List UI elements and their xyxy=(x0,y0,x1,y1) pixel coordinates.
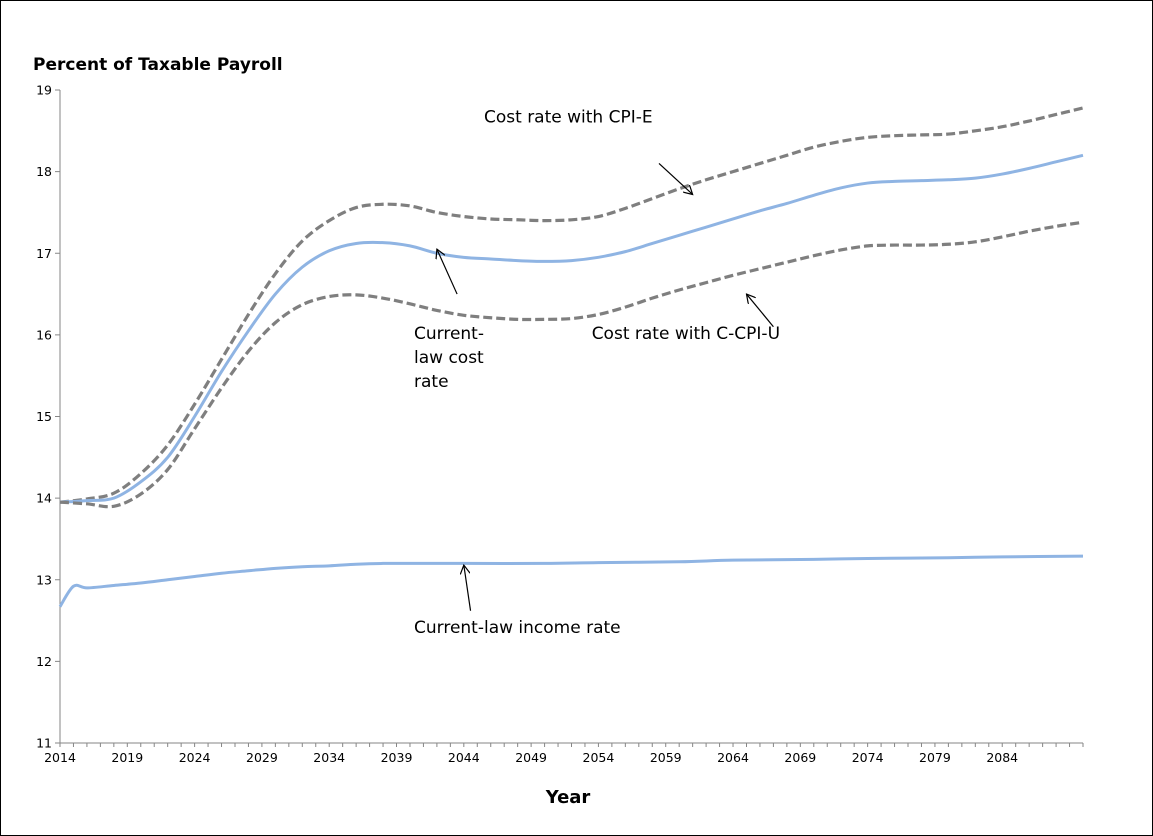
x-tick-label: 2039 xyxy=(381,750,413,765)
x-tick-label: 2049 xyxy=(515,750,547,765)
series-line-cost-rate-with-cpi-e xyxy=(59,106,1084,504)
series-line-current-law-cost-rate xyxy=(59,153,1084,504)
y-tick-label: 12 xyxy=(36,654,52,669)
x-tick-label: 2069 xyxy=(784,750,816,765)
annotation-arrow xyxy=(746,294,774,328)
series-line-current-law-income-rate xyxy=(58,554,1084,608)
x-axis-title: Year xyxy=(545,787,591,808)
x-tick-label: 2019 xyxy=(111,750,143,765)
x-tick-label: 2044 xyxy=(448,750,480,765)
annotation-arrow xyxy=(437,249,458,295)
x-tick-label: 2024 xyxy=(179,750,211,765)
series-line-cost-rate-with-c-cpi-u xyxy=(59,220,1084,509)
x-tick-label: 2014 xyxy=(44,750,76,765)
annotation-label: Cost rate with CPI-E xyxy=(484,108,653,128)
axes: 11 12 13 14 15 16 17 18 19 2014 2019 2024 2029 2034 20… xyxy=(36,83,1084,765)
x-tick-label: 2034 xyxy=(313,750,345,765)
y-tick-label: 19 xyxy=(36,83,52,98)
x-tick-label: 2074 xyxy=(852,750,884,765)
y-tick-label: 11 xyxy=(36,736,52,751)
x-tick-label: 2054 xyxy=(583,750,615,765)
x-tick-label: 2064 xyxy=(717,750,749,765)
annotation-arrow xyxy=(658,163,693,194)
y-tick-label: 18 xyxy=(36,164,52,179)
y-tick-label: 16 xyxy=(36,327,52,342)
x-tick-label: 2059 xyxy=(650,750,682,765)
annotations-group: Cost rate with CPI-E Current-law cost rate… xyxy=(414,108,780,638)
x-tick-label: 2079 xyxy=(919,750,951,765)
annotation-label: Current-law income rate xyxy=(414,618,621,638)
series-group xyxy=(58,106,1084,608)
x-tick-label: 2084 xyxy=(986,750,1018,765)
annotation-label: Cost rate with C-CPI-U xyxy=(592,324,780,344)
x-tick-label: 2029 xyxy=(246,750,278,765)
y-tick-label: 17 xyxy=(36,246,52,261)
annotation-label: Current-law cost rate xyxy=(414,324,484,392)
y-tick-label: 15 xyxy=(36,409,52,424)
annotation-arrow xyxy=(464,565,472,611)
y-tick-label: 13 xyxy=(36,572,52,587)
y-axis-title: Percent of Taxable Payroll xyxy=(33,55,283,75)
y-tick-label: 14 xyxy=(36,491,52,506)
